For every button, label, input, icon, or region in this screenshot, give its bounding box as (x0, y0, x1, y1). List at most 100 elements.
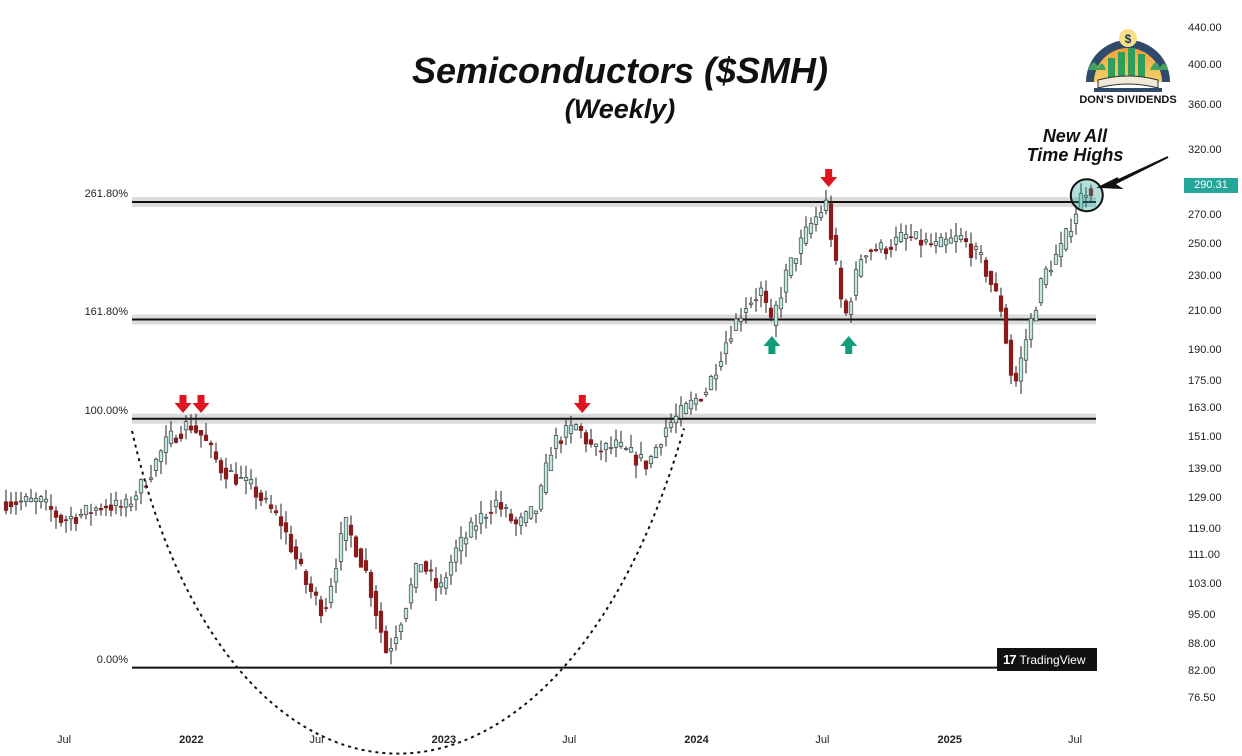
candle-up (1058, 243, 1064, 258)
candle-down (423, 561, 429, 572)
y-tick-label: 95.00 (1188, 608, 1216, 621)
candle-down (308, 583, 314, 592)
candle-up (403, 608, 409, 619)
candle-up (413, 563, 419, 588)
y-tick-label: 139.00 (1188, 463, 1222, 476)
candle-up (548, 454, 554, 471)
candle-up (43, 498, 49, 503)
chart-title: Semiconductors ($SMH) (411, 50, 829, 91)
last-price-badge: 290.31 (1184, 178, 1238, 193)
candle-down (558, 440, 564, 444)
candle-up (743, 308, 749, 313)
candle-up (618, 441, 624, 447)
y-tick-label: 400.00 (1188, 58, 1222, 71)
y-tick-label: 163.00 (1188, 402, 1222, 415)
candle-up (553, 435, 559, 449)
y-tick-label: 82.00 (1188, 665, 1216, 678)
candle-up (723, 342, 729, 355)
tradingview-logo-icon: 17 (1003, 652, 1017, 667)
candle-down (8, 501, 14, 508)
candle-up (128, 503, 134, 507)
y-tick-label: 175.00 (1188, 374, 1222, 387)
candle-down (283, 522, 289, 533)
candle-up (798, 237, 804, 254)
new-ath-annotation: New All Time Highs (1020, 127, 1130, 165)
y-tick-label: 270.00 (1188, 208, 1222, 221)
candle-up (1063, 228, 1069, 250)
candle-up (948, 237, 954, 244)
candle-up (758, 287, 764, 296)
candle-up (153, 458, 159, 471)
candle-down (873, 249, 879, 252)
y-tick-label: 111.00 (1188, 549, 1221, 562)
candle-down (73, 517, 79, 524)
candle-up (788, 257, 794, 276)
candle-up (903, 234, 909, 239)
candle-up (808, 223, 814, 234)
candle-up (793, 258, 799, 264)
candle-up (393, 637, 399, 645)
candle-down (213, 451, 219, 460)
x-tick-label: 2023 (431, 734, 457, 746)
candle-up (163, 436, 169, 453)
candle-up (228, 470, 234, 473)
y-tick-label: 119.00 (1188, 522, 1221, 535)
candle-down (583, 432, 589, 445)
y-tick-label: 88.00 (1188, 638, 1216, 651)
candle-down (303, 571, 309, 585)
candle-down (318, 599, 324, 617)
candle-down (378, 610, 384, 633)
candle-down (3, 501, 9, 511)
candle-down (1008, 339, 1014, 376)
candle-up (23, 496, 29, 503)
green-up-arrow-icon (763, 336, 781, 354)
candle-up (83, 505, 89, 515)
candle-up (93, 507, 99, 511)
candle-up (168, 430, 174, 444)
green-up-arrow-icon (840, 336, 858, 354)
candle-down (298, 558, 304, 565)
candle-down (193, 425, 199, 433)
candle-up (718, 361, 724, 367)
candle-up (133, 495, 139, 501)
candle-up (1073, 213, 1079, 224)
x-tick-label: Jul (815, 734, 830, 746)
y-tick-label: 360.00 (1188, 98, 1222, 111)
y-tick-label: 103.00 (1188, 577, 1222, 590)
x-tick-label: Jul (562, 734, 577, 746)
candle-up (533, 510, 539, 514)
candle-down (928, 243, 934, 246)
candle-down (13, 501, 19, 505)
candle-up (848, 301, 854, 315)
candle-down (173, 437, 179, 443)
candle-up (663, 427, 669, 437)
candle-up (443, 577, 449, 589)
y-tick-label: 129.00 (1188, 491, 1222, 504)
candle-up (658, 444, 664, 448)
candle-up (408, 584, 414, 604)
candle-down (833, 234, 839, 261)
y-tick-label: 230.00 (1188, 270, 1222, 283)
x-tick-label: 2022 (179, 734, 204, 746)
candle-down (313, 591, 319, 596)
candle-down (118, 506, 124, 508)
candle-up (463, 537, 469, 545)
candle-down (918, 239, 924, 246)
candle-up (783, 269, 789, 293)
candle-up (518, 516, 524, 526)
candle-up (693, 398, 699, 405)
candle-up (688, 399, 694, 410)
candle-down (963, 238, 969, 242)
candle-down (968, 243, 974, 258)
candle-up (893, 236, 899, 245)
candle-down (513, 519, 519, 525)
ath-pointer-arrow-icon (1096, 156, 1169, 190)
candle-down (98, 508, 104, 511)
red-down-arrow-icon (192, 395, 210, 413)
svg-text:$: $ (1125, 32, 1132, 46)
candle-up (973, 246, 979, 250)
candle-up (978, 252, 984, 256)
candle-up (853, 269, 859, 296)
fib-level-label: 0.00% (96, 653, 128, 666)
red-down-arrow-icon (573, 395, 591, 413)
